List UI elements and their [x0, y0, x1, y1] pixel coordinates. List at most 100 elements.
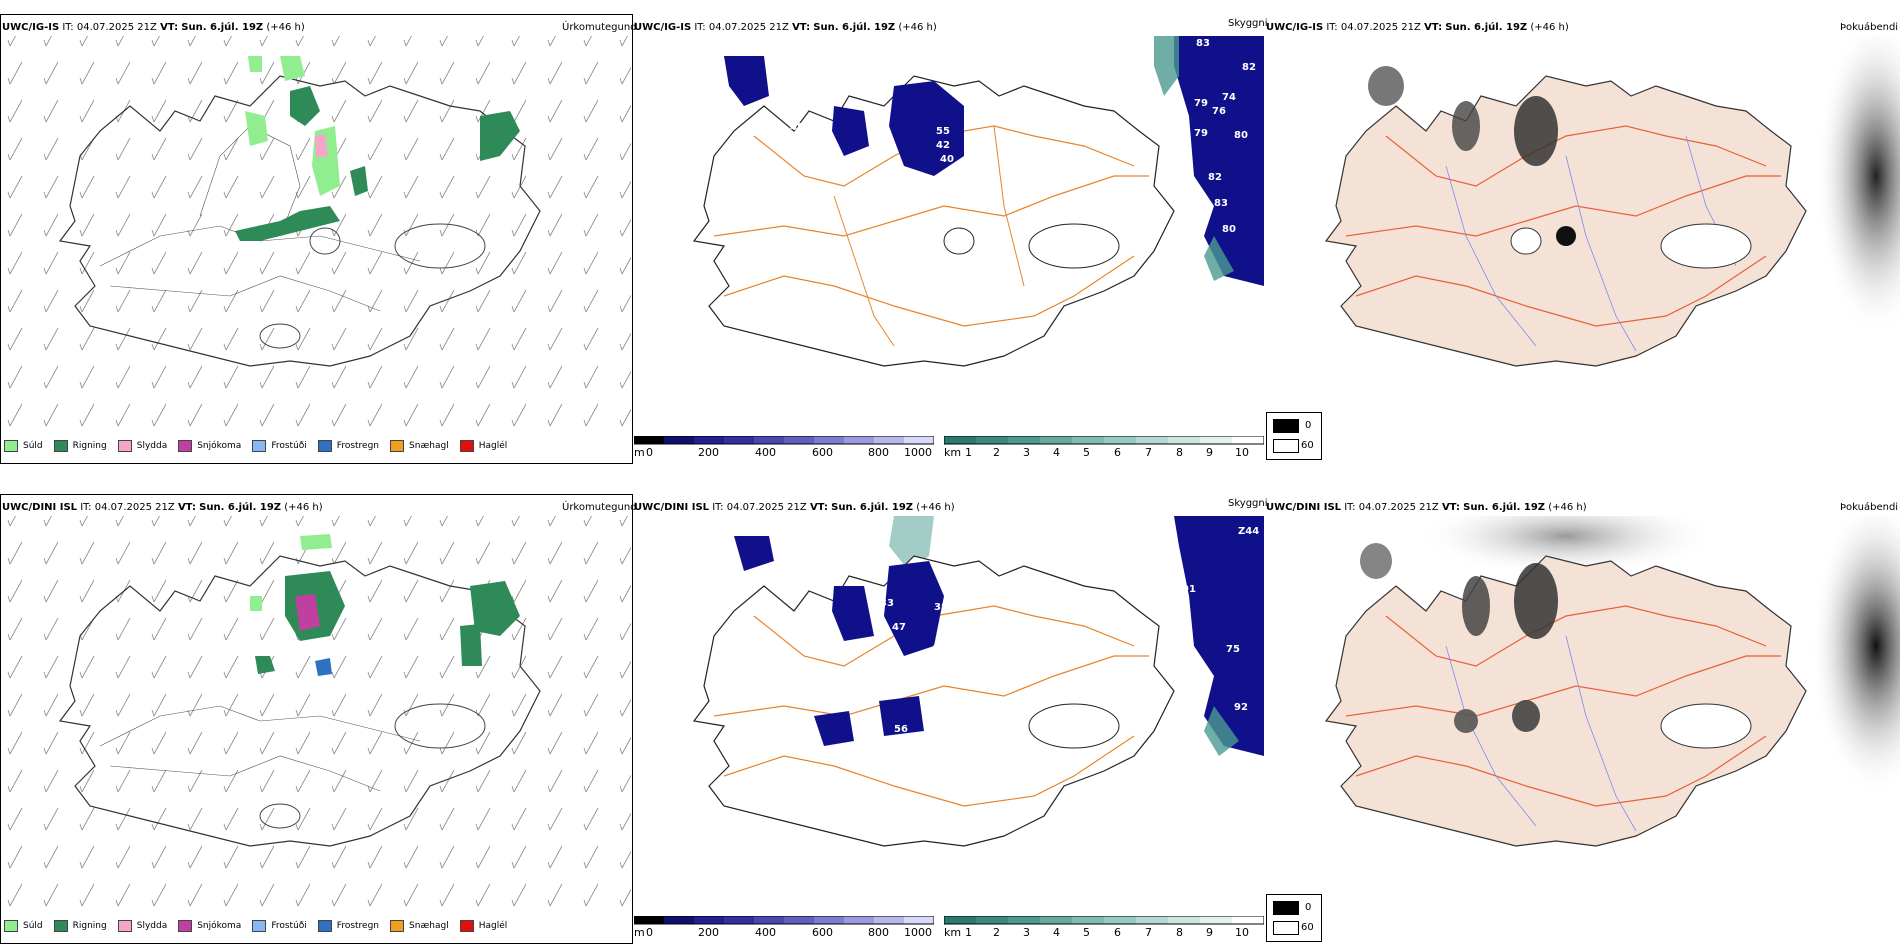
cloud-value: 92	[1234, 702, 1248, 713]
colorbar-unit: m	[634, 926, 645, 939]
frozen-rain-area	[315, 658, 332, 676]
wind-barb	[439, 541, 455, 565]
wind-barb	[223, 365, 239, 389]
wind-barb	[115, 61, 131, 85]
wind-barb	[43, 403, 59, 427]
wind-barb	[115, 365, 131, 389]
wind-barb	[115, 403, 131, 427]
wind-barb	[79, 327, 95, 351]
wind-barb	[7, 807, 23, 831]
wind-barb	[367, 36, 376, 47]
colorbar-tick: 400	[755, 926, 776, 939]
wind-barb	[79, 731, 95, 755]
sea-fog-dark	[1811, 516, 1900, 796]
colorbar-tick: 2	[993, 926, 1000, 939]
colorbar-tick: 9	[1206, 926, 1213, 939]
wind-barb	[259, 137, 275, 161]
wind-barb	[151, 845, 167, 869]
wind-barb	[475, 541, 491, 565]
wind-barb	[79, 883, 95, 907]
height-colorbar: m 0 200 400 600 800 1000	[634, 436, 934, 462]
wind-barb	[151, 769, 167, 793]
wind-barb	[367, 579, 383, 603]
legend-swatch	[117, 920, 132, 932]
wind-barb	[187, 516, 196, 527]
wind-barb	[295, 883, 311, 907]
rain-area	[480, 111, 520, 161]
wind-barb	[511, 137, 527, 161]
wind-barb	[367, 516, 376, 527]
wind-barb	[403, 36, 412, 47]
fog-area	[1514, 96, 1558, 166]
wind-barb	[151, 365, 167, 389]
wind-barb	[583, 213, 599, 237]
wind-barb	[43, 655, 59, 679]
legend-item: Snæhagl	[390, 920, 449, 932]
wind-barb	[43, 137, 59, 161]
wind-barb	[547, 579, 563, 603]
wind-barb	[619, 36, 628, 47]
cloud-map	[692, 516, 1264, 847]
wind-barb	[403, 99, 419, 123]
wind-barb	[511, 541, 527, 565]
wind-barb	[403, 769, 419, 793]
wind-barb	[475, 175, 491, 199]
wind-barb	[223, 251, 239, 275]
wind-barb	[187, 61, 203, 85]
wind-barb	[439, 845, 455, 869]
wind-barb	[439, 731, 455, 755]
cloud-value: 75	[1226, 644, 1240, 655]
legend-swatch	[117, 440, 132, 452]
drizzle-area	[280, 56, 305, 81]
wind-barb	[619, 66, 631, 85]
wind-barb	[403, 137, 419, 161]
wind-barb	[295, 807, 311, 831]
fog-sea	[889, 516, 934, 571]
wind-barb	[331, 807, 347, 831]
wind-barb	[7, 883, 23, 907]
wind-barb	[43, 579, 59, 603]
wind-barb	[511, 883, 527, 907]
fog-header: UWC/DINI ISL IT: 04.07.2025 21Z VT: Sun.…	[1266, 502, 1587, 513]
cloud-area	[879, 696, 924, 736]
wind-barb	[43, 883, 59, 907]
wind-barb	[259, 883, 275, 907]
wind-barb	[223, 579, 239, 603]
wind-barb	[79, 807, 95, 831]
wind-barb	[151, 289, 167, 313]
wind-barb	[151, 137, 167, 161]
wind-barb	[547, 36, 556, 47]
cloud-area	[884, 561, 944, 656]
legend-swatch	[390, 920, 405, 932]
wind-barb	[367, 617, 383, 641]
wind-barb	[223, 61, 239, 85]
cloud-title: Skyggni	[1228, 18, 1268, 29]
wind-barb	[403, 541, 419, 565]
colorbar-tick: 8	[1176, 926, 1183, 939]
wind-barb	[331, 516, 340, 527]
wind-barb	[295, 327, 311, 351]
precip-panel-frame	[0, 14, 633, 464]
precip-panel-frame	[0, 494, 633, 944]
wind-barb	[439, 807, 455, 831]
fog-legend: 0 60	[1266, 894, 1322, 942]
legend-swatch	[4, 440, 18, 452]
wind-barb	[295, 731, 311, 755]
sea-fog-dark	[1816, 36, 1900, 336]
wind-barb	[439, 883, 455, 907]
legend-swatch	[178, 920, 193, 932]
colorbar-tick: 4	[1053, 926, 1060, 939]
wind-barb	[619, 370, 631, 389]
wind-barb	[151, 213, 167, 237]
precip-map	[7, 36, 631, 427]
wind-barb	[223, 883, 239, 907]
wind-barb	[511, 693, 527, 717]
wind-barb	[403, 327, 419, 351]
cloud-value: 45	[942, 574, 956, 585]
wind-barb	[43, 175, 59, 199]
cloud-map	[692, 36, 1264, 367]
wind-barb	[475, 883, 491, 907]
wind-barb	[403, 883, 419, 907]
wind-barb	[583, 289, 599, 313]
wind-barb	[547, 365, 563, 389]
